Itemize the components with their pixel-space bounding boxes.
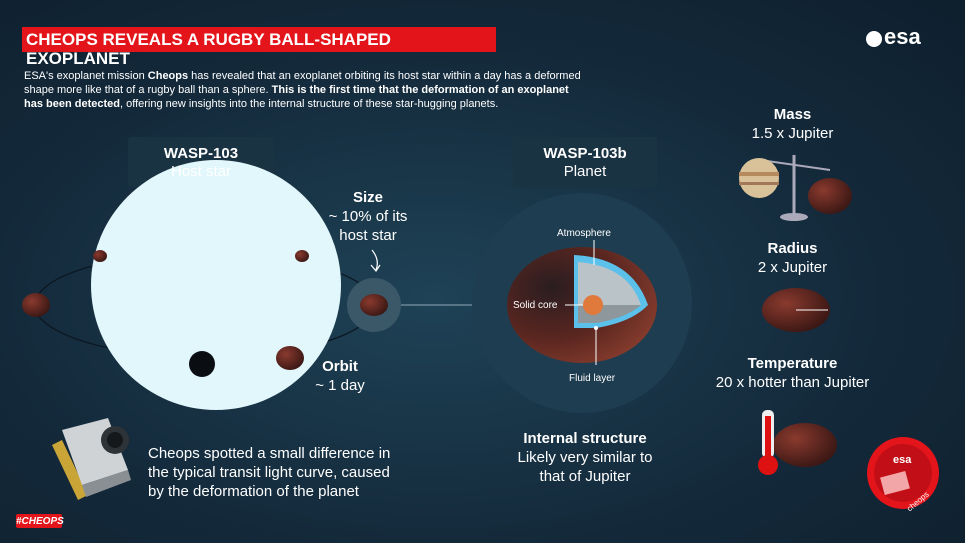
solid-core	[583, 295, 603, 315]
scale	[739, 155, 852, 221]
fact-title: Mass	[773, 106, 812, 123]
fact-title: Radius	[767, 240, 818, 257]
badge-logo: esa	[893, 454, 912, 466]
badge-satellite	[880, 470, 910, 496]
intro: ESA's exoplanet mission Cheops has revea…	[24, 69, 584, 111]
fact-text: 20 x hotter than Jupiter	[715, 374, 870, 391]
title-bar	[22, 27, 496, 52]
arrow-head	[370, 264, 381, 273]
hot-planet	[773, 423, 837, 467]
esa-logo: esa	[884, 24, 921, 49]
planet-label-box	[513, 137, 657, 187]
planet-label: Planet	[563, 163, 607, 180]
hashtag: #CHEOPS	[16, 516, 64, 527]
host-star	[91, 160, 341, 410]
esa-mark	[866, 31, 882, 47]
hashtag-box	[16, 514, 62, 528]
arrow	[371, 249, 378, 271]
planet-name: WASP-103b	[543, 145, 627, 162]
intro-text: ESA's exoplanet mission	[24, 70, 148, 82]
fluid-label: Fluid layer	[569, 373, 616, 384]
intro-text: , offering new insights into the interna…	[119, 98, 499, 110]
size-text: ~ 10% of its host star	[328, 208, 408, 244]
star-name: WASP-103	[163, 145, 239, 162]
orbit-planet	[22, 293, 50, 317]
transiting-planet	[189, 351, 215, 377]
size-title: Size	[352, 189, 383, 206]
orbit-planet	[93, 250, 107, 262]
structure-title: Internal structure	[523, 430, 647, 447]
intro-text: has revealed that an exoplanet orbiting …	[24, 70, 581, 96]
fact-text: 1.5 x Jupiter	[751, 125, 834, 142]
structure-text: Likely very similar to that of Jupiter	[517, 449, 653, 485]
star-label: Host star	[170, 163, 231, 180]
zoom-planet	[360, 294, 388, 316]
core-label: Solid core	[513, 300, 558, 311]
satellite	[52, 418, 131, 500]
atmosphere-label: Atmosphere	[557, 228, 611, 239]
intro-bold: This is the first time that the deformat…	[24, 84, 569, 110]
fluid-layer	[578, 262, 641, 305]
orbit-title: Orbit	[322, 358, 358, 375]
pointer-dot	[594, 326, 598, 330]
title: CHEOPS REVEALS A RUGBY BALL-SHAPED EXOPL…	[26, 30, 391, 68]
note: Cheops spotted a small difference in the…	[148, 445, 391, 500]
orbit-text: ~ 1 day	[315, 377, 365, 394]
orbit-planet	[295, 250, 309, 262]
fact-text: 2 x Jupiter	[757, 259, 828, 276]
thermometer	[758, 410, 778, 475]
fact-title: Temperature	[747, 355, 838, 372]
orbit-planet	[276, 346, 304, 370]
intro-bold: Cheops	[147, 70, 189, 82]
